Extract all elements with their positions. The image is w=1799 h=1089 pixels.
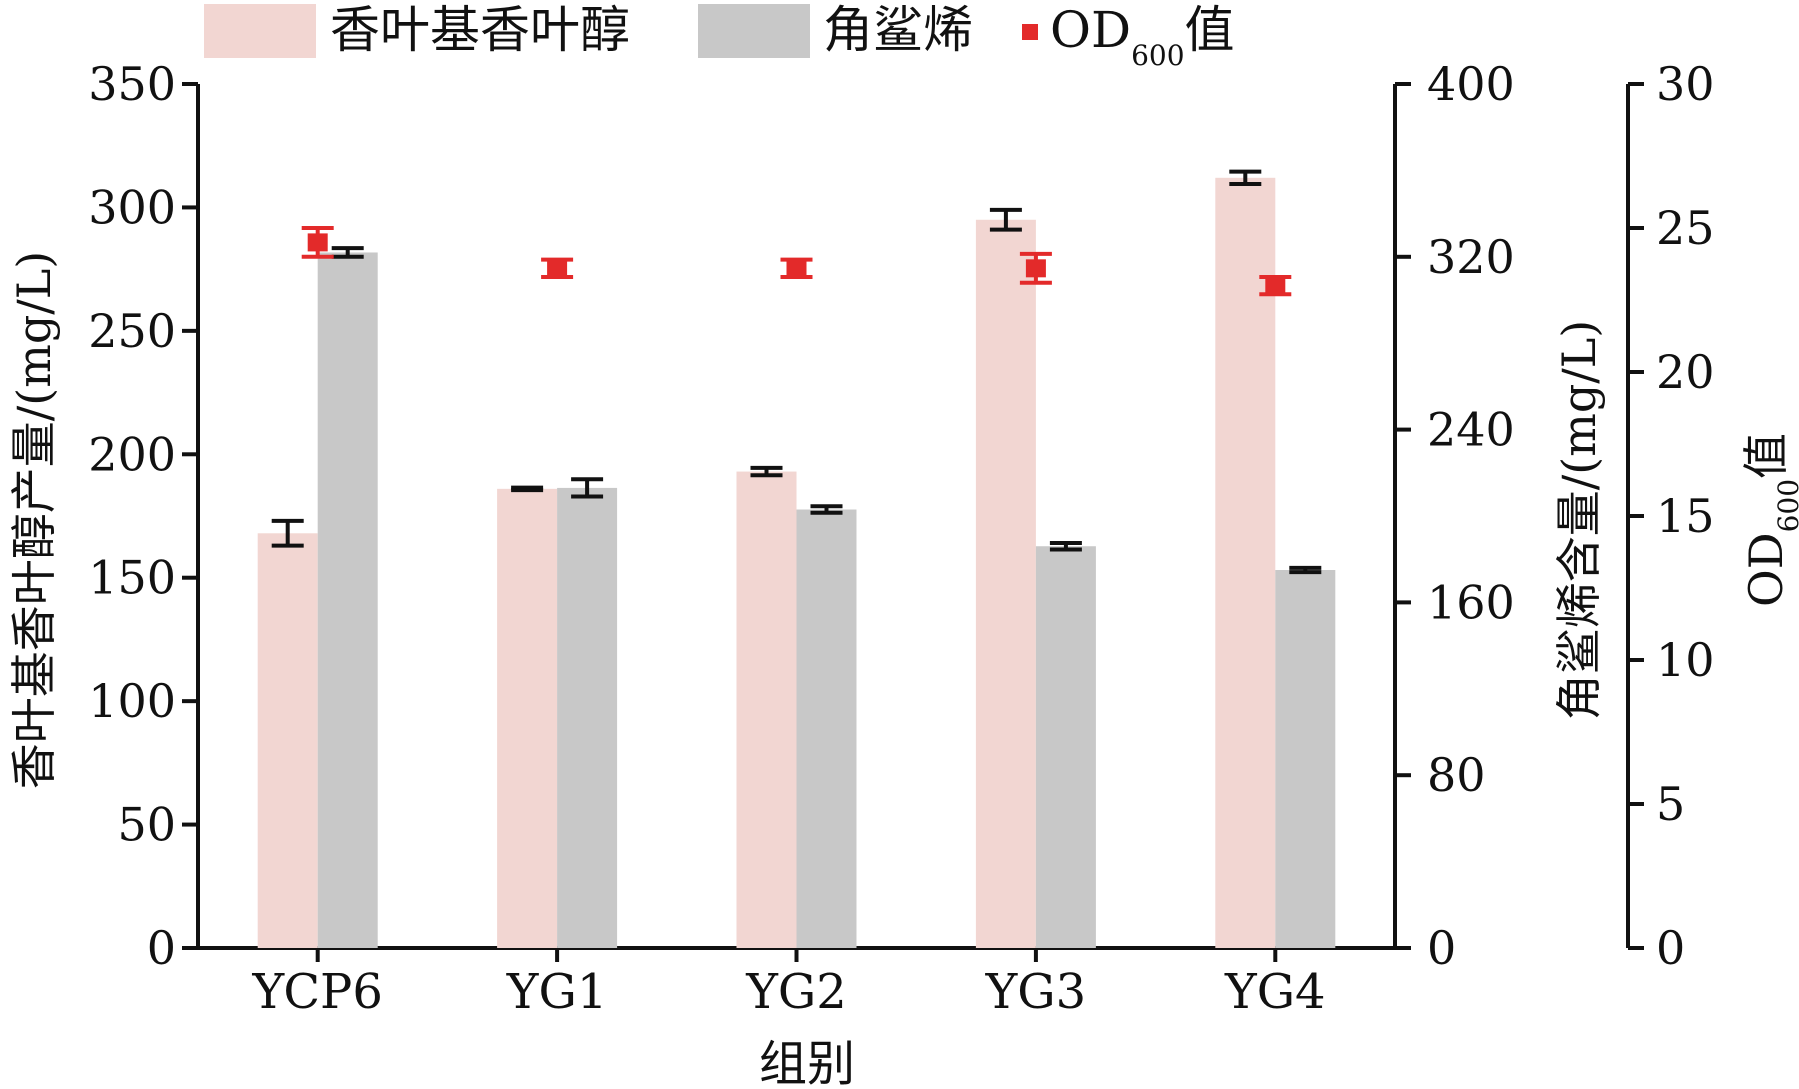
y-right2-tick-label: 10 xyxy=(1656,633,1715,687)
legend-swatch-geranylgeraniol xyxy=(204,4,316,58)
y-left-tick-label: 200 xyxy=(88,427,176,481)
od600-points xyxy=(307,233,1286,295)
y-axis-right1-title: 角鲨烯含量/(mg/L) xyxy=(1552,320,1606,721)
y-right1-tick-label: 400 xyxy=(1427,57,1515,111)
bar-squalene xyxy=(1035,546,1096,948)
bar-geranylgeraniol xyxy=(975,219,1036,948)
y-left-tick-label: 50 xyxy=(117,798,176,852)
x-axis-title: 组别 xyxy=(759,1036,855,1089)
y-axis-right2-title: OD600值 xyxy=(1739,433,1799,607)
legend-label-od600: OD600值 xyxy=(1050,1,1235,72)
od600-point xyxy=(1265,276,1286,295)
bar-squalene xyxy=(796,509,857,948)
y-axis-left-title: 香叶基香叶醇产量/(mg/L) xyxy=(7,251,61,790)
bar-geranylgeraniol xyxy=(736,471,797,948)
y-right2-tick-label: 0 xyxy=(1656,921,1685,975)
bar-geranylgeraniol xyxy=(257,533,318,948)
x-tick-label: YG2 xyxy=(745,964,847,1020)
od600-point xyxy=(547,259,568,278)
y-right1-tick-label: 320 xyxy=(1427,230,1515,284)
y-axis-right2-title-subscript: 600 xyxy=(1772,479,1799,532)
legend: 香叶基香叶醇 角鲨烯 OD600值 xyxy=(204,1,1235,72)
bars xyxy=(257,177,1336,949)
od600-point xyxy=(1025,259,1046,278)
y-right2-tick-label: 15 xyxy=(1656,489,1715,543)
legend-od-text: OD xyxy=(1050,1,1131,59)
y-left-tick-label: 150 xyxy=(88,551,176,605)
bar-squalene xyxy=(557,487,618,948)
legend-od-suffix: 值 xyxy=(1185,1,1235,59)
y-right1-tick-label: 0 xyxy=(1427,921,1456,975)
bar-geranylgeraniol xyxy=(1215,177,1276,948)
y-axis-right2-title-suffix: 值 xyxy=(1739,433,1793,479)
bar-geranylgeraniol xyxy=(497,488,558,948)
y-left-tick-label: 250 xyxy=(88,304,176,358)
x-tick-label: YG3 xyxy=(985,964,1087,1020)
bar-squalene xyxy=(1275,570,1336,948)
y-right1-tick-label: 80 xyxy=(1427,748,1486,802)
axes: 0 50 100 150 200 250 300 350 0 80 160 240 320 400 0 5 10… xyxy=(88,57,1714,1020)
y-left-tick-label: 100 xyxy=(88,674,176,728)
x-tick-label: YG1 xyxy=(506,964,608,1020)
x-tick-label: YG4 xyxy=(1224,964,1326,1020)
y-left-tick-label: 300 xyxy=(88,180,176,234)
od600-point xyxy=(786,259,807,278)
legend-label-squalene: 角鲨烯 xyxy=(823,1,973,59)
legend-od-subscript: 600 xyxy=(1131,39,1184,72)
y-right1-tick-label: 240 xyxy=(1427,403,1515,457)
x-tick-label: YCP6 xyxy=(251,964,382,1020)
y-left-tick-label: 0 xyxy=(147,921,176,975)
legend-swatch-squalene xyxy=(698,4,810,58)
legend-marker-od600 xyxy=(1022,24,1038,40)
y-right2-tick-label: 5 xyxy=(1656,777,1685,831)
y-right1-tick-label: 160 xyxy=(1427,575,1515,629)
od600-point xyxy=(307,233,328,252)
y-right2-tick-label: 20 xyxy=(1656,345,1715,399)
bar-squalene xyxy=(317,252,378,949)
y-right2-tick-label: 30 xyxy=(1656,57,1715,111)
y-right2-tick-label: 25 xyxy=(1656,201,1715,255)
y-left-tick-label: 350 xyxy=(88,57,176,111)
y-axis-right2-title-main: OD xyxy=(1739,532,1793,607)
legend-label-geranylgeraniol: 香叶基香叶醇 xyxy=(330,1,630,59)
